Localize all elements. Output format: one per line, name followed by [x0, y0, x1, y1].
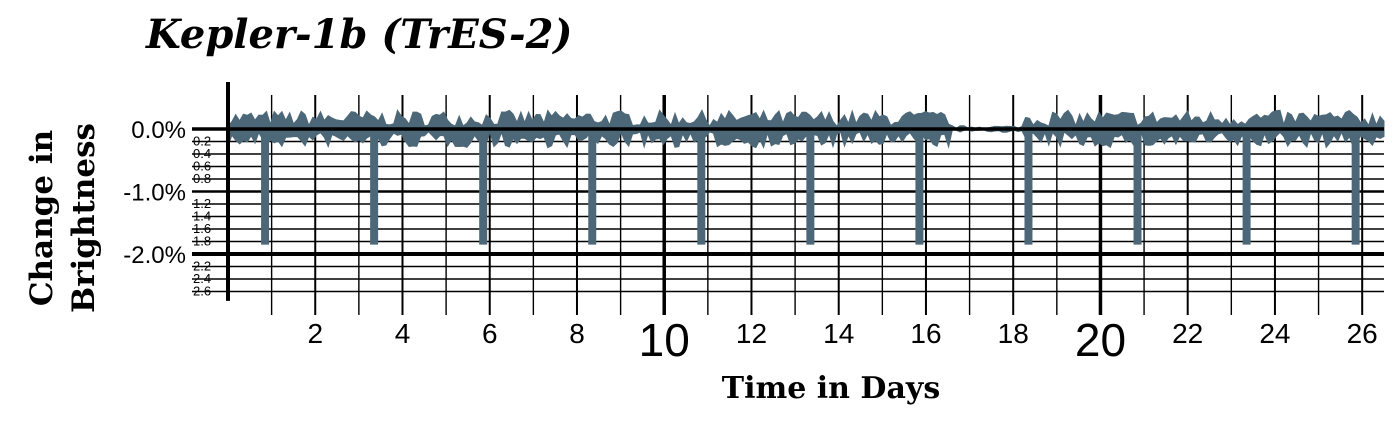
y-axis-label-line-1: Change in: [24, 130, 60, 306]
x-tick-label: 10: [639, 314, 690, 366]
y-minor-tick-label: 0.8: [193, 171, 211, 186]
y-minor-tick-label: 0.6: [193, 159, 211, 174]
transit-dip: [370, 127, 379, 245]
x-tick-label: 6: [482, 318, 498, 349]
y-major-tick-label: 0.0%: [131, 117, 186, 144]
y-minor-tick-label: 1.6: [193, 221, 211, 236]
y-minor-tick-label: 0.4: [193, 146, 211, 161]
y-minor-tick-label: 0.2: [193, 134, 211, 149]
grid: [192, 95, 1384, 315]
x-tick-label: 2: [307, 318, 323, 349]
y-major-tick-label: -2.0%: [123, 242, 186, 269]
x-tick-label: 16: [910, 318, 941, 349]
tick-labels: 0.0% -1.0% -2.0% 0.20.40.60.8 1.21.41.61.8 2.…: [123, 117, 1377, 366]
transit-dip: [261, 127, 270, 245]
x-tick-label: 22: [1172, 318, 1203, 349]
y-minor-tick-label: 1.8: [193, 234, 211, 249]
y-axis-label: Change in Brightness: [24, 123, 102, 313]
transit-dips: [261, 127, 1360, 245]
transit-dip: [915, 127, 924, 245]
y-axis-label-line-2: Brightness: [66, 123, 102, 313]
x-tick-label: 4: [395, 318, 411, 349]
transit-dip: [1133, 127, 1142, 245]
chart-title: Kepler-1b (TrES-2): [145, 11, 572, 58]
x-tick-label: 14: [823, 318, 854, 349]
x-tick-label: 18: [998, 318, 1029, 349]
transit-dip: [806, 127, 815, 245]
y-minor-tick-label: 2.6: [193, 284, 211, 299]
x-axis-label: Time in Days: [722, 371, 940, 406]
transit-dip: [1242, 127, 1251, 245]
x-tick-label: 12: [736, 318, 767, 349]
transit-dip: [1351, 127, 1360, 245]
transit-dip: [697, 127, 706, 245]
transit-dip: [588, 127, 597, 245]
x-tick-label: 26: [1347, 318, 1378, 349]
x-tick-label: 8: [569, 318, 585, 349]
transit-dip: [479, 127, 488, 245]
x-tick-label: 20: [1075, 314, 1126, 366]
x-tick-label: 24: [1259, 318, 1290, 349]
axes: [192, 82, 1384, 301]
y-minor-tick-label: 2.4: [193, 271, 211, 286]
y-minor-tick-label: 2.2: [193, 259, 211, 274]
y-minor-tick-label: 1.2: [193, 196, 211, 211]
y-minor-tick-label: 1.4: [193, 209, 211, 224]
transit-dip: [1024, 127, 1033, 245]
y-major-tick-label: -1.0%: [123, 180, 186, 207]
